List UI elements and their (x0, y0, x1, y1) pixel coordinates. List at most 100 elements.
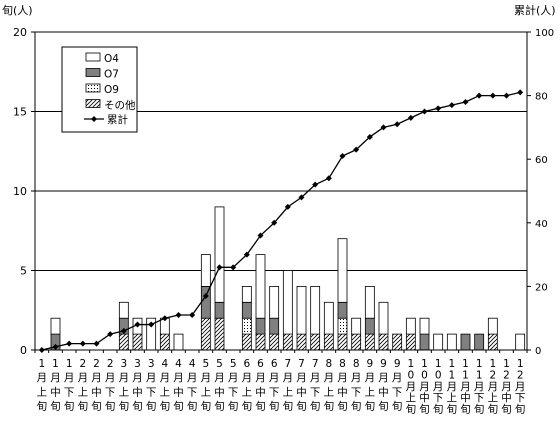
x-axis-label: 2 月上旬 (78, 358, 89, 413)
bar-segment-hatch (337, 333, 348, 351)
bar-segment-hatch (159, 333, 170, 351)
x-axis-label: 4 月下旬 (187, 358, 198, 413)
bar-segment-white (310, 285, 321, 335)
x-axis-label: 1 2 月下旬 (515, 358, 526, 416)
x-axis-label: 1 月下旬 (64, 358, 75, 413)
bar-segment-white (50, 317, 61, 335)
bar-segment-gray (269, 317, 280, 335)
x-axis-label: 7 月上旬 (283, 358, 294, 413)
legend-swatch-dots (85, 83, 101, 93)
cumulative-marker (421, 108, 428, 115)
bar-segment-gray (241, 301, 252, 319)
cumulative-marker (66, 340, 73, 347)
bar-segment-hatch (392, 333, 403, 351)
right-tick-label: 100 (535, 28, 554, 39)
bar-segment-hatch (132, 333, 143, 351)
x-axis-label: 1 0 月下旬 (433, 358, 444, 416)
cumulative-marker (134, 321, 141, 328)
x-axis-label: 1 月中旬 (50, 358, 61, 413)
bar-segment-white (173, 333, 184, 351)
legend-swatch-hatch (85, 99, 101, 108)
x-axis-label: 6 月中旬 (255, 358, 266, 413)
legend-marker (91, 116, 97, 122)
bar-segment-white (255, 254, 266, 319)
left-axis-title: 旬(人) (2, 4, 33, 17)
bar-segment-white (323, 301, 334, 335)
x-axis-label: 8 月中旬 (337, 358, 348, 413)
bar-segment-white (200, 254, 211, 287)
x-axis-label: 3 月下旬 (146, 358, 157, 413)
bar-segment-white (351, 317, 362, 335)
cumulative-marker (175, 312, 182, 319)
x-axis-label: 2 月下旬 (105, 358, 116, 413)
legend-label: O9 (104, 84, 119, 96)
bar-segment-hatch (378, 333, 389, 351)
x-axis-label: 3 月中旬 (132, 358, 143, 413)
cumulative-marker (448, 102, 455, 109)
cumulative-marker (148, 321, 155, 328)
bar-segment-white (296, 285, 307, 335)
bar-segment-hatch (351, 333, 362, 351)
cumulative-marker (298, 194, 305, 201)
x-axis-label: 5 月上旬 (201, 358, 212, 413)
right-tick-label: 20 (535, 282, 548, 293)
bar-segment-gray (337, 301, 348, 319)
x-axis-label: 1 0 月中旬 (419, 358, 430, 416)
right-axis-ticks: 0 20 40 60 80 100 (527, 28, 554, 357)
x-axis-label: 9 月下旬 (392, 358, 403, 413)
bar-segment-white (405, 317, 416, 335)
legend-label: O4 (104, 53, 119, 65)
bar-segment-gray (419, 333, 430, 351)
bar-segment-white (419, 317, 430, 335)
cumulative-marker (394, 121, 401, 128)
bar-segment-white (515, 333, 526, 351)
bar-segment-white (337, 238, 348, 303)
bar-segment-hatch (214, 317, 225, 351)
cumulative-marker (120, 327, 127, 334)
bar-segment-gray (255, 317, 266, 335)
bar-segment-white (269, 285, 280, 319)
x-axis-label: 1 1 月上旬 (447, 358, 458, 416)
bar-segment-hatch (310, 333, 321, 351)
bar-segment-gray (200, 285, 211, 319)
cumulative-marker (366, 133, 373, 140)
bar-series (50, 206, 526, 351)
bar-segment-hatch (118, 333, 129, 351)
cumulative-marker (79, 340, 86, 347)
cumulative-marker (517, 89, 524, 96)
x-axis-label: 1 2 月中旬 (501, 358, 512, 416)
right-tick-label: 60 (535, 155, 548, 166)
x-axis-label: 1 1 月中旬 (460, 358, 471, 416)
bar-segment-hatch (364, 333, 375, 351)
bar-segment-gray (460, 333, 471, 351)
cumulative-marker (52, 343, 59, 350)
cumulative-marker (257, 232, 264, 239)
cumulative-marker (339, 153, 346, 160)
x-axis-label: 6 月下旬 (269, 358, 280, 413)
x-axis-label: 2 月中旬 (91, 358, 102, 413)
x-axis-label: 6 月上旬 (242, 358, 253, 413)
bar-segment-hatch (323, 333, 334, 351)
right-axis-title: 累計(人) (514, 3, 556, 17)
right-tick-label: 40 (535, 219, 548, 230)
bar-segment-white (446, 333, 457, 351)
bar-segment-white (487, 317, 498, 335)
bar-segment-dots (337, 317, 348, 335)
bar-segment-hatch (282, 333, 293, 351)
right-tick-label: 80 (535, 92, 548, 103)
cumulative-marker (271, 219, 278, 226)
cumulative-marker (489, 92, 496, 99)
x-axis-label: 4 月中旬 (173, 358, 184, 413)
cumulative-marker (243, 251, 250, 258)
cumulative-marker (284, 203, 291, 210)
x-axis-label: 1 月上旬 (37, 358, 48, 413)
x-axis-label: 7 月中旬 (296, 358, 307, 413)
left-tick-label: 0 (20, 344, 27, 357)
bar-segment-hatch (255, 333, 266, 351)
cumulative-marker (325, 175, 332, 182)
cumulative-marker (312, 181, 319, 188)
bar-segment-dots (241, 317, 252, 335)
